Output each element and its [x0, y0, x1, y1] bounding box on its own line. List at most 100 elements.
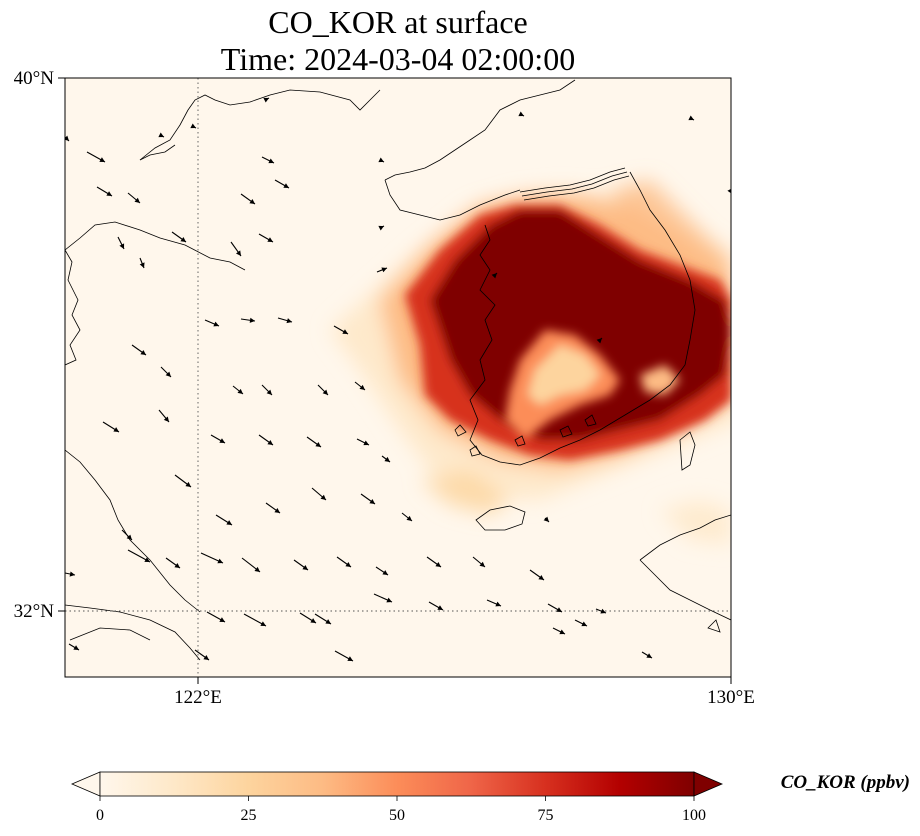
- wind-arrow-head: [369, 498, 375, 504]
- wind-arrow-head: [559, 629, 565, 635]
- coast-yangtze-2: [69, 627, 151, 641]
- wind-arrow-head: [359, 384, 365, 390]
- wind-arrow-head: [144, 557, 150, 562]
- wind-arrow-head: [538, 574, 544, 580]
- wind-arrow-head: [65, 135, 69, 141]
- wind-arrow-head: [310, 618, 316, 623]
- wind-arrow-head: [315, 441, 321, 447]
- lon-axis: 122°E 130°E: [174, 677, 755, 708]
- wind-arrow-head: [581, 621, 587, 627]
- coastlines: [65, 79, 731, 661]
- lon-tick-label-122: 122°E: [174, 687, 222, 708]
- wind-arrow-head: [286, 318, 292, 324]
- coast-kyushu-island: [707, 619, 721, 633]
- coast-jiangsu: [65, 449, 201, 613]
- border-line-1: [519, 167, 626, 193]
- wind-arrow-head: [266, 389, 272, 395]
- wind-arrow-head: [491, 273, 497, 279]
- wind-arrow-head: [99, 157, 105, 162]
- coast-nk-north: [384, 79, 576, 181]
- concentration-field: [330, 180, 731, 545]
- wind-arrow-head: [347, 656, 353, 661]
- colorbar-tick-label: 0: [96, 807, 104, 824]
- wind-arrow-head: [596, 338, 602, 344]
- coast-kyushu: [639, 514, 731, 621]
- wind-arrow-head: [249, 198, 255, 204]
- wind-arrow-head: [263, 97, 269, 103]
- border-line-2: [521, 171, 628, 197]
- wind-arrow-head: [495, 601, 501, 607]
- wind-arrow-head: [249, 317, 255, 323]
- wind-arrow-head: [384, 456, 390, 462]
- colorbar-tick-label: 25: [241, 807, 257, 824]
- coast-islands: [454, 414, 597, 457]
- wind-arrow-head: [378, 225, 384, 231]
- map-subtitle-time: Time: 2024-03-04 02:00:00: [221, 41, 575, 77]
- wind-arrow-head: [322, 389, 328, 395]
- wind-arrow-head: [267, 439, 273, 445]
- border-line-3: [523, 175, 630, 201]
- map-frame: [64, 77, 732, 678]
- wind-arrow-head: [119, 243, 125, 249]
- colorbar-label: CO_KOR (ppbv): [781, 772, 910, 793]
- lat-axis: 40°N 32°N: [14, 68, 65, 622]
- wind-arrow-head: [219, 438, 225, 443]
- wind-arrow-head: [235, 250, 241, 256]
- wind-arrow-head: [203, 654, 209, 660]
- wind-arrow-head: [437, 605, 443, 610]
- coast-korea: [469, 171, 696, 466]
- wind-arrow-head: [283, 183, 289, 188]
- wind-arrow-head: [217, 558, 223, 564]
- wind-arrow-head: [381, 267, 387, 273]
- wind-vectors: [65, 97, 731, 662]
- wind-arrow-head: [237, 388, 243, 394]
- wind-arrow-head: [342, 329, 348, 334]
- wind-arrow-head: [165, 371, 171, 377]
- coast-yangtze: [65, 604, 201, 661]
- wind-arrow-head: [226, 520, 232, 525]
- colorbar-ticks: 0 25 50 75 100: [96, 796, 706, 824]
- wind-arrow-head: [180, 236, 186, 242]
- colorbar-extend-high: [693, 771, 724, 797]
- map-panel: [64, 77, 732, 678]
- wind-arrow-head: [646, 653, 652, 658]
- wind-arrow-head: [302, 564, 308, 570]
- wind-arrow-head: [260, 621, 266, 626]
- plume-hole: [505, 330, 680, 440]
- wind-arrow-head: [556, 607, 562, 612]
- colorbar: 0 25 50 75 100 CO_KOR (ppbv): [70, 771, 910, 824]
- wind-arrow-head: [382, 570, 388, 575]
- wind-arrow-head: [126, 534, 132, 540]
- colorbar-gradient: [99, 771, 695, 797]
- wind-arrow-head: [113, 427, 119, 432]
- wind-arrow-head: [406, 515, 412, 521]
- wind-arrow-head: [543, 516, 549, 522]
- wind-arrow-head: [268, 158, 274, 164]
- wind-arrow-head: [267, 237, 273, 242]
- wind-arrow-head: [190, 123, 196, 129]
- wind-arrow-head: [378, 157, 384, 163]
- coast-liaodong: [139, 89, 381, 161]
- wind-arrow-head: [134, 197, 140, 203]
- gridlines: [65, 78, 731, 677]
- lat-tick-label-40: 40°N: [14, 68, 55, 89]
- wind-arrow-head: [600, 608, 606, 614]
- colorbar-extend-low: [70, 771, 101, 797]
- wind-arrow-head: [163, 416, 169, 422]
- wind-arrow-head: [174, 562, 180, 568]
- wind-arrow-head: [386, 597, 392, 603]
- wind-arrow-head: [140, 349, 146, 355]
- wind-arrow-head: [688, 115, 694, 121]
- colorbar-tick-label: 50: [389, 807, 405, 824]
- map-title: CO_KOR at surface: [268, 4, 527, 40]
- coast-jeju: [475, 505, 526, 531]
- wind-arrow-head: [73, 645, 79, 650]
- wind-arrow-head: [320, 494, 326, 500]
- wind-arrow-head: [69, 571, 75, 577]
- wind-arrow-head: [274, 507, 280, 513]
- wind-arrow-head: [106, 191, 112, 196]
- coast-nk-south: [384, 179, 521, 221]
- wind-arrow-head: [185, 481, 191, 487]
- wind-arrow-head: [345, 561, 351, 567]
